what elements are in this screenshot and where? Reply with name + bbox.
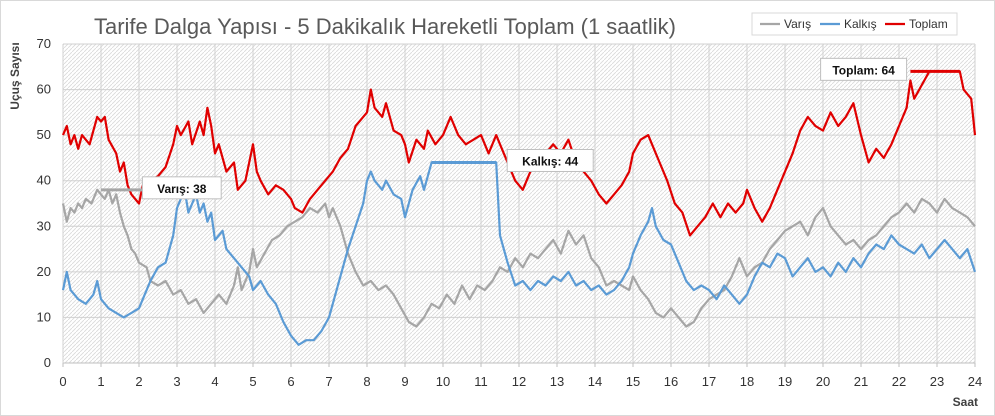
x-tick-label: 17	[702, 374, 716, 389]
callout-box	[820, 57, 908, 81]
callout-box	[141, 176, 222, 200]
x-axis-label: Saat	[953, 395, 978, 409]
x-tick-label: 1	[97, 374, 104, 389]
x-tick-label: 4	[211, 374, 218, 389]
x-tick-label: 20	[816, 374, 830, 389]
x-tick-label: 7	[325, 374, 332, 389]
x-tick-label: 16	[664, 374, 678, 389]
series-line-varis	[61, 188, 976, 328]
y-tick-label: 60	[37, 82, 51, 97]
callout-label: Varış: 38	[157, 182, 207, 196]
x-tick-label: 2	[135, 374, 142, 389]
legend: Varış Kalkış Toplam	[751, 12, 958, 36]
x-tick-label: 10	[436, 374, 450, 389]
legend-label: Varış	[784, 17, 811, 31]
x-tick-label: 13	[550, 374, 564, 389]
y-tick-label: 10	[37, 309, 51, 324]
x-tick-label: 3	[173, 374, 180, 389]
x-tick-label: 8	[363, 374, 370, 389]
x-tick-label: 14	[588, 374, 602, 389]
legend-box	[751, 12, 958, 36]
x-tick-label: 19	[778, 374, 792, 389]
x-tick-label: 15	[626, 374, 640, 389]
series-line-toplam	[61, 70, 977, 237]
y-tick-label: 40	[37, 173, 51, 188]
x-tick-label: 9	[401, 374, 408, 389]
x-tick-label: 23	[930, 374, 944, 389]
legend-label: Toplam	[909, 17, 948, 31]
y-tick-label: 30	[37, 218, 51, 233]
y-tick-label: 20	[37, 264, 51, 279]
x-tick-label: 0	[59, 374, 66, 389]
callout-label: Kalkış: 44	[522, 154, 578, 168]
callouts: Varış: 38 Kalkış: 44 Toplam: 64	[101, 57, 960, 200]
y-axis-label: Uçuş Sayısı	[8, 42, 22, 109]
x-tick-label: 18	[740, 374, 754, 389]
legend-label: Kalkış	[844, 17, 877, 31]
y-tick-label: 50	[37, 127, 51, 142]
x-tick-label: 22	[892, 374, 906, 389]
grid	[62, 43, 976, 364]
x-tick-label: 11	[474, 374, 488, 389]
x-tick-label: 24	[968, 374, 982, 389]
callout-box	[506, 148, 594, 172]
x-tick-label: 12	[512, 374, 526, 389]
chart-title: Tarife Dalga Yapısı - 5 Dakikalık Hareke…	[94, 14, 676, 39]
x-tick-label: 6	[287, 374, 294, 389]
y-tick-label: 0	[44, 355, 51, 370]
y-tick-label: 70	[37, 36, 51, 51]
callout-label: Toplam: 64	[832, 63, 895, 77]
x-tick-label: 5	[249, 374, 256, 389]
x-tick-label: 21	[854, 374, 868, 389]
